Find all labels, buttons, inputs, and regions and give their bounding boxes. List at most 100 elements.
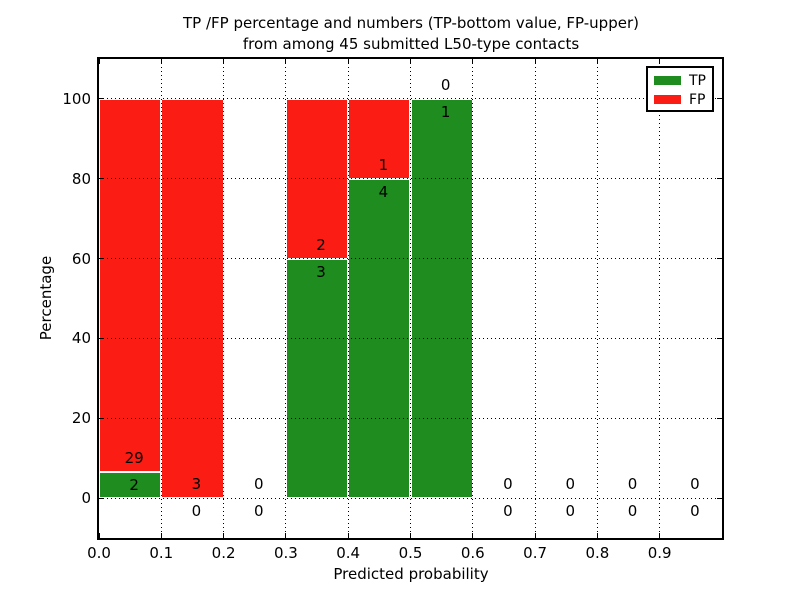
gridline-x-0.5 [410,59,411,538]
x-tick-top-0.6 [472,59,474,64]
y-tick-label-40: 40 [71,329,91,348]
plot-area: 29 2 3 0 0 0 2 3 1 4 0 1 0 0 0 0 0 0 0 0 [97,57,724,540]
gridline-x-0.9 [659,59,661,538]
y-tick-right-80 [717,178,722,180]
x-tick-top-0.9 [659,59,661,64]
gridline-x-0.1 [160,59,162,538]
chart-title-line2: from among 45 submitted L50-type contact… [242,35,580,53]
bar-fp-0-0.1 [99,98,162,473]
gridline-y-60 [99,258,722,260]
x-tick-top-0.7 [534,59,536,64]
x-tick-top-0.4 [347,59,349,64]
y-tick-left-80 [99,178,104,180]
y-tick-left-60 [99,258,104,260]
tp-count-label-0.8-0.9: 0 [627,502,638,521]
y-tick-right-40 [717,337,722,339]
gridline-y-0 [99,497,722,499]
x-axis-label: Predicted probability [333,565,489,583]
gridline-y-80 [99,178,722,180]
gridline-x-0.6 [472,59,474,538]
fp-count-label-0.4-0.5: 1 [378,155,389,174]
gridline-x-0.7 [534,59,536,538]
legend-item-fp: FP [648,90,712,109]
fp-count-label-0.5-0.6: 0 [440,75,451,94]
x-tick-bottom-0.3 [285,533,287,538]
y-tick-right-0 [717,497,722,499]
y-tick-label-80: 80 [71,169,91,188]
legend-swatch-tp-icon [654,76,681,85]
x-tick-bottom-0.4 [347,533,349,538]
legend-label-tp: TP [689,72,706,89]
x-tick-label-0.3: 0.3 [273,544,298,562]
y-tick-left-100 [99,98,104,100]
y-tick-left-0 [99,497,104,499]
x-tick-label-0.0: 0.0 [87,544,111,562]
y-tick-left-20 [99,417,104,419]
x-tick-label-0.8: 0.8 [585,544,610,562]
tp-count-label-0.2-0.3: 0 [253,502,264,521]
bar-fp-0.1-0.2 [161,98,224,499]
x-tick-top-0.5 [410,59,411,64]
legend-label-fp: FP [689,91,706,108]
x-tick-bottom-0.9 [659,533,661,538]
fp-count-label-0.2-0.3: 0 [253,475,264,494]
y-tick-label-60: 60 [71,249,91,268]
x-tick-bottom-0.7 [534,533,536,538]
gridline-y-20 [99,417,722,419]
fp-count-label-0-0.1: 29 [124,449,144,468]
tp-count-label-0.6-0.7: 0 [503,502,513,521]
x-tick-label-0.6: 0.6 [460,544,485,562]
tp-count-label-0.3-0.4: 3 [316,262,326,281]
y-tick-right-20 [717,417,722,419]
y-tick-label-100: 100 [62,89,91,108]
x-tick-top-0.3 [285,59,287,64]
bar-tp-0.5-0.6 [410,98,473,499]
gridline-x-0.2 [223,59,225,538]
y-tick-right-60 [717,258,722,260]
chart-title: TP /FP percentage and numbers (TP-bottom… [22,13,800,55]
x-tick-top-0.2 [223,59,225,64]
fp-count-label-0.8-0.9: 0 [627,475,638,494]
x-tick-top-0.8 [596,59,598,64]
gridline-x-0.8 [596,59,598,538]
x-tick-bottom-0.5 [410,533,411,538]
y-tick-right-100 [717,98,722,100]
x-tick-bottom-0.2 [223,533,225,538]
tp-count-label-0.7-0.8: 0 [565,502,576,521]
y-axis-label: Percentage [37,255,55,341]
gridline-x-0.3 [285,59,287,538]
fp-count-label-0.9-1: 0 [690,475,700,494]
x-tick-bottom-0.8 [596,533,598,538]
x-tick-label-0.5: 0.5 [398,544,423,562]
tp-count-label-0.4-0.5: 4 [378,182,389,201]
gridline-x-0.4 [347,59,349,538]
tp-count-label-0.5-0.6: 1 [440,102,451,121]
fp-count-label-0.7-0.8: 0 [565,475,576,494]
x-tick-bottom-0.6 [472,533,474,538]
fp-count-label-0.3-0.4: 2 [316,235,326,254]
x-tick-label-0.2: 0.2 [211,544,236,562]
tp-count-label-0.1-0.2: 0 [191,502,202,521]
y-tick-label-0: 0 [81,489,91,508]
gridline-y-100 [99,98,722,100]
x-tick-top-0.0 [98,59,100,64]
legend-swatch-fp-icon [654,95,681,104]
tp-count-label-0.9-1: 0 [690,502,700,521]
x-tick-bottom-0.0 [98,533,100,538]
bar-tp-0.3-0.4 [285,258,349,499]
y-tick-label-20: 20 [71,409,91,428]
x-tick-top-0.1 [160,59,162,64]
legend: TP FP [646,66,714,112]
x-tick-label-0.9: 0.9 [647,544,672,562]
tp-count-label-0-0.1: 2 [129,476,139,495]
fp-count-label-0.1-0.2: 3 [191,475,202,494]
bar-tp-0-0.1 [99,472,162,499]
x-tick-bottom-0.1 [160,533,162,538]
gridline-y-40 [99,337,722,339]
x-tick-label-0.1: 0.1 [149,544,174,562]
x-tick-label-0.7: 0.7 [523,544,548,562]
legend-item-tp: TP [648,71,712,90]
fp-count-label-0.6-0.7: 0 [503,475,513,494]
chart-title-line1: TP /FP percentage and numbers (TP-bottom… [183,14,639,32]
